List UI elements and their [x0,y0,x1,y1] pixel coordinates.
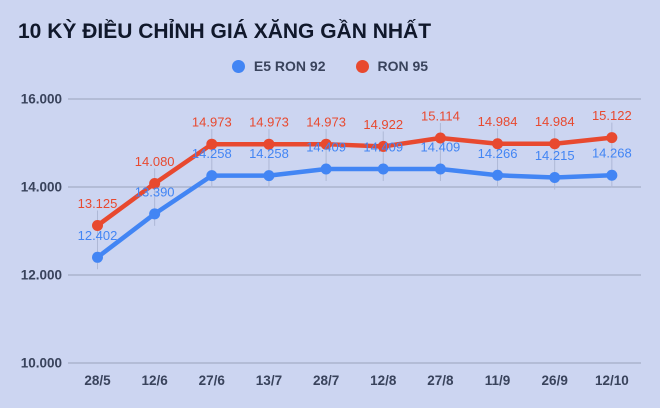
data-label: 15.122 [592,108,632,123]
data-label: 14.973 [249,115,289,130]
chart-legend: E5 RON 92 RON 95 [0,58,660,74]
data-point [492,169,504,181]
x-tick-label: 28/7 [313,373,339,388]
data-label: 14.258 [192,146,232,161]
data-point [92,220,103,231]
data-label: 14.409 [421,140,461,155]
data-label: 13.390 [135,184,175,199]
y-tick-label: 10.000 [21,356,62,371]
data-label: 12.402 [78,228,118,243]
x-tick-label: 13/7 [256,373,282,388]
x-tick-label: 28/5 [84,373,111,388]
data-label: 14.266 [478,146,518,161]
data-point [92,251,103,263]
x-tick-label: 27/8 [427,373,454,388]
page-title: 10 KỲ ĐIỀU CHỈNH GIÁ XĂNG GẦN NHẤT [18,20,432,43]
y-tick-label: 14.000 [21,180,62,195]
x-tick-label: 27/6 [199,373,226,388]
data-label: 14.984 [478,114,518,129]
data-point [434,163,446,175]
data-label: 14.258 [249,146,289,161]
data-point [549,138,561,150]
data-label: 15.114 [421,108,460,123]
x-tick-label: 12/8 [370,373,397,388]
x-tick-label: 12/6 [142,373,169,388]
data-point [377,163,389,175]
data-point [206,138,218,150]
legend-item-ron-95: RON 95 [355,58,429,74]
y-tick-label: 12.000 [21,268,62,283]
x-tick-label: 26/9 [542,373,568,388]
series-line-e5-ron-92 [95,166,615,260]
legend-label: RON 95 [377,58,429,74]
data-point [492,138,504,150]
data-point [206,170,218,182]
data-point [606,132,618,144]
blue-dot-icon [231,59,245,73]
data-label: 14.922 [363,117,403,132]
data-label: 14.409 [306,140,346,155]
y-tick-label: 16.000 [21,92,62,107]
data-label: 14.984 [535,114,575,129]
data-label: 14.973 [306,115,346,130]
legend-item-e5-ron-92: E5 RON 92 [231,58,326,74]
legend-label: E5 RON 92 [253,58,326,74]
data-point [263,138,275,150]
data-label: 14.409 [363,140,403,155]
data-point [549,172,561,184]
data-point [434,132,446,144]
data-label: 14.080 [135,154,175,169]
data-label: 14.973 [192,115,232,130]
data-point [606,169,618,181]
data-point [149,177,161,189]
x-tick-label: 12/10 [595,373,629,388]
data-label: 14.268 [592,146,632,161]
data-label: 14.215 [535,148,575,163]
data-point [149,208,161,220]
data-point [320,138,332,150]
red-dot-icon [355,59,369,73]
x-tick-label: 11/9 [485,373,511,388]
data-point [263,170,275,182]
data-point [320,163,332,175]
data-label: 13.125 [78,196,118,211]
data-point [377,140,389,152]
series-line-ron-95 [95,135,615,228]
